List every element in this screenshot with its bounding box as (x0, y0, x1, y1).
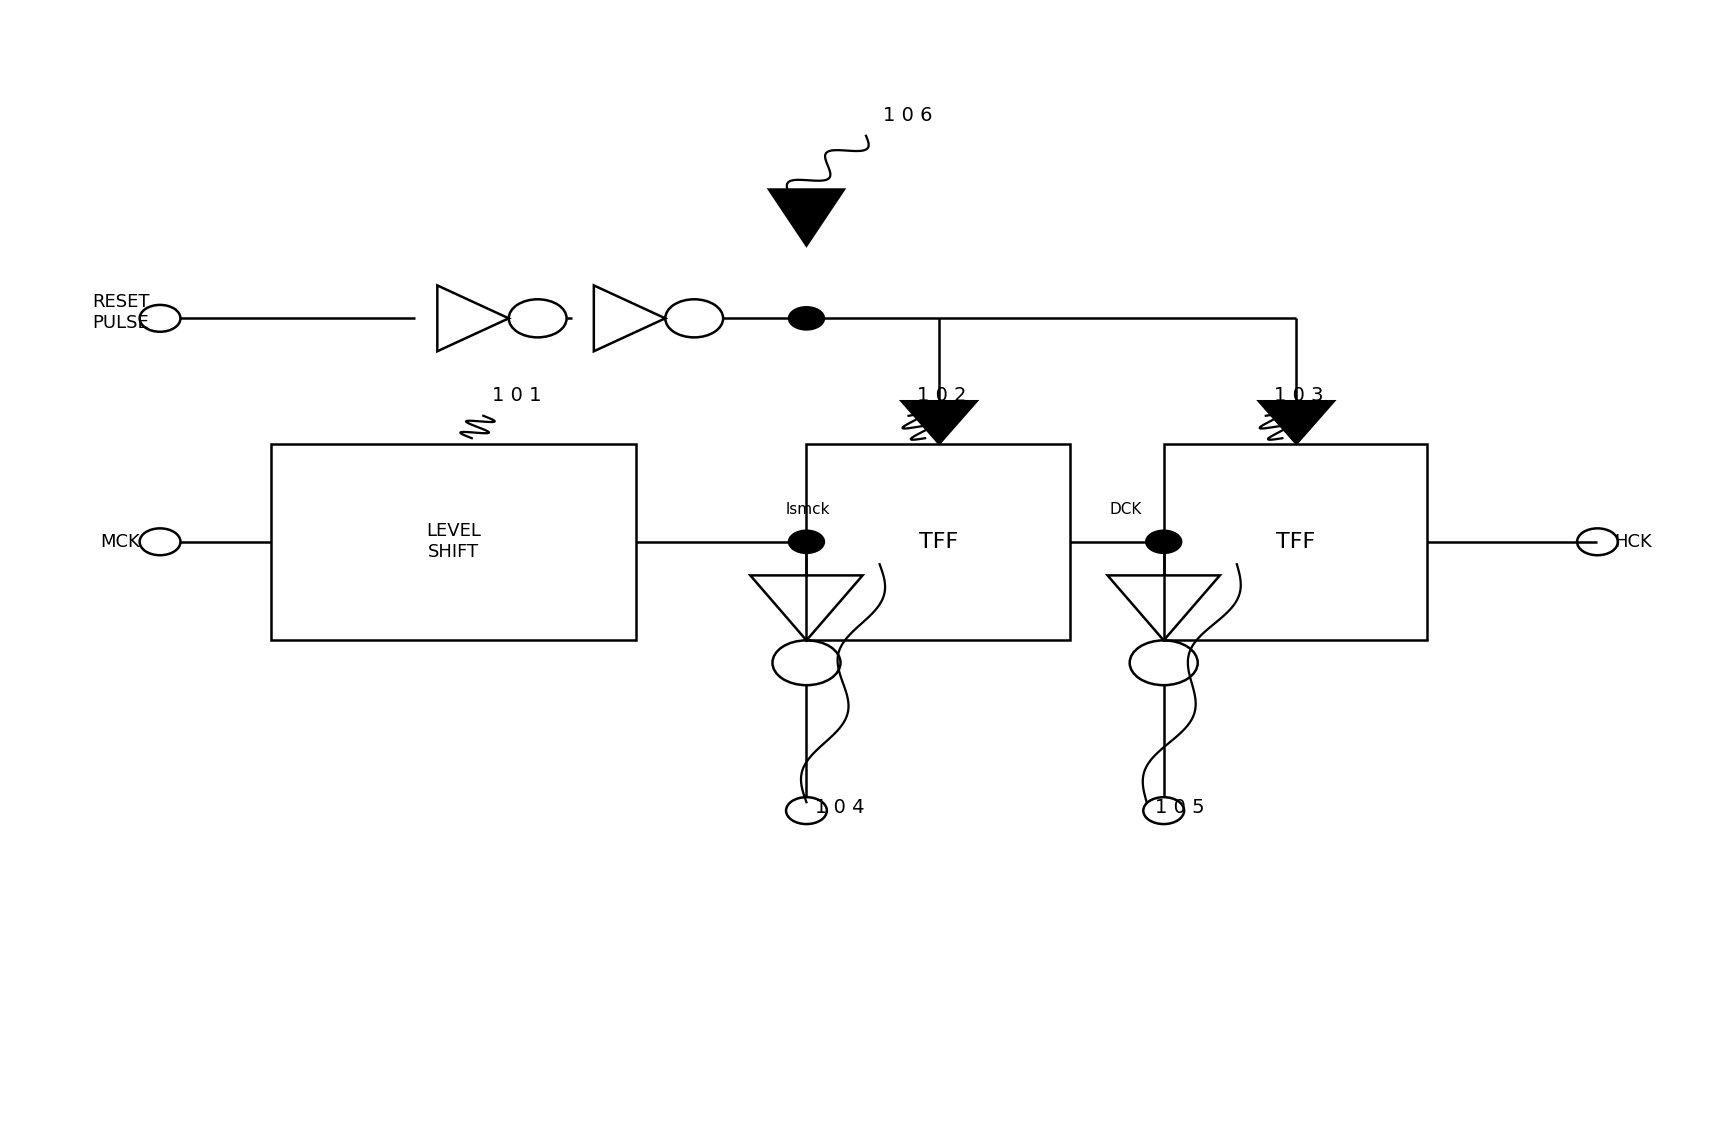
Text: MCK: MCK (101, 533, 141, 551)
Text: 1 0 6: 1 0 6 (883, 105, 932, 125)
Text: 1 0 1: 1 0 1 (492, 386, 542, 405)
Circle shape (1145, 530, 1181, 555)
Text: lsmck: lsmck (785, 501, 830, 517)
Bar (271, 443, 636, 640)
Text: HCK: HCK (1613, 533, 1651, 551)
Text: LEVEL
SHIFT: LEVEL SHIFT (425, 523, 480, 561)
Circle shape (787, 306, 824, 331)
Circle shape (787, 530, 824, 555)
Text: 1 0 4: 1 0 4 (814, 798, 864, 818)
Text: 1 0 3: 1 0 3 (1274, 386, 1323, 405)
Polygon shape (902, 401, 975, 443)
Polygon shape (768, 189, 843, 246)
Text: RESET
PULSE: RESET PULSE (93, 294, 149, 332)
Polygon shape (1258, 401, 1333, 443)
Bar (1164, 443, 1426, 640)
Text: TFF: TFF (919, 532, 958, 552)
Text: DCK: DCK (1109, 501, 1142, 517)
Bar (806, 443, 1070, 640)
Text: 1 0 2: 1 0 2 (917, 386, 967, 405)
Text: 1 0 5: 1 0 5 (1155, 798, 1205, 818)
Text: TFF: TFF (1275, 532, 1315, 552)
